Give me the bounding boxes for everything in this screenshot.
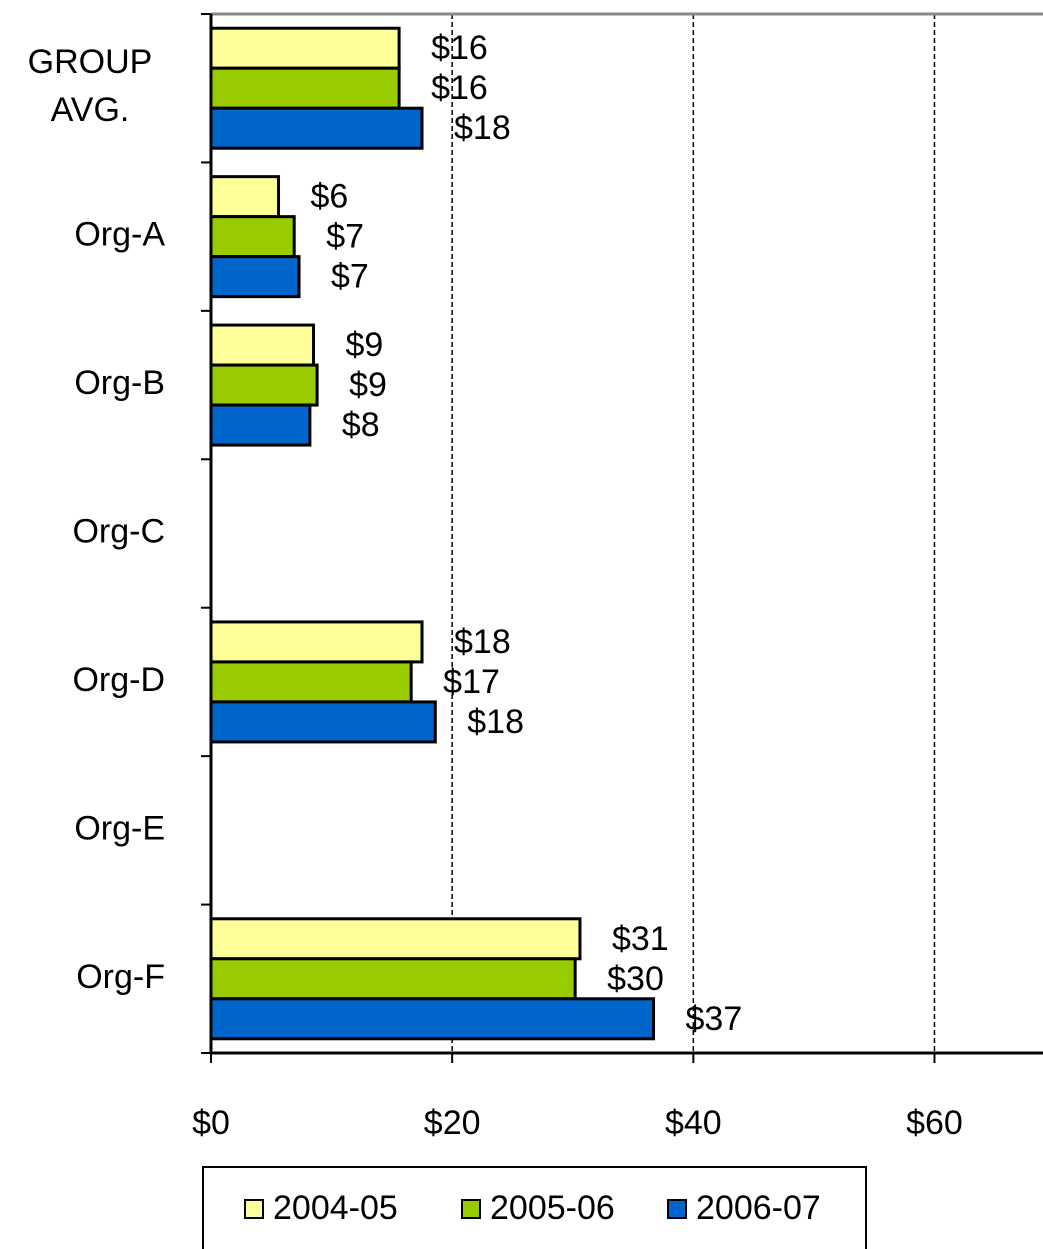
bar: [209, 917, 582, 961]
bar: [209, 175, 281, 219]
bar: [209, 215, 296, 259]
legend-swatch: [244, 1199, 264, 1219]
legend-swatch: [461, 1199, 481, 1219]
data-label: $18: [467, 703, 524, 741]
data-label: $18: [454, 109, 511, 147]
data-label: $16: [431, 29, 488, 67]
data-label: $6: [311, 178, 349, 216]
bar: [209, 997, 656, 1041]
y-tick-label: Org-A: [74, 216, 165, 254]
bar: [209, 363, 319, 407]
x-tick-label: $60: [906, 1104, 963, 1142]
data-label: $17: [443, 663, 500, 701]
data-label: $16: [431, 69, 488, 107]
data-label: $7: [326, 218, 364, 256]
legend-swatch: [667, 1199, 687, 1219]
data-label: $18: [454, 623, 511, 661]
data-label: $7: [331, 258, 369, 296]
y-tick-label: GROUP AVG.: [28, 43, 153, 129]
y-tick-label: Org-F: [76, 958, 165, 996]
data-label: $30: [607, 960, 664, 998]
bar: [209, 66, 401, 110]
data-label: $9: [345, 326, 383, 364]
bar: [209, 323, 315, 367]
legend-box: [202, 1166, 867, 1249]
y-tick-label: Org-E: [74, 809, 165, 847]
bar: [209, 660, 413, 704]
y-tick-label: Org-B: [74, 364, 165, 402]
legend-label: 2004-05: [273, 1189, 398, 1227]
data-label: $9: [349, 366, 387, 404]
x-tick-label: $0: [192, 1104, 230, 1142]
bar: [209, 957, 577, 1001]
legend-label: 2005-06: [490, 1189, 615, 1227]
legend-label: 2006-07: [696, 1189, 821, 1227]
bar: [209, 700, 437, 744]
data-label: $37: [686, 1000, 743, 1038]
x-tick-label: $40: [665, 1104, 722, 1142]
bar: [209, 620, 424, 664]
x-tick-label: $20: [424, 1104, 481, 1142]
data-label: $31: [612, 920, 669, 958]
bar: [209, 403, 312, 447]
bar: [209, 106, 424, 150]
bar: [209, 26, 401, 70]
bar: [209, 255, 301, 299]
y-tick-label: Org-D: [72, 661, 165, 699]
data-label: $8: [342, 406, 380, 444]
y-tick-label: Org-C: [72, 512, 165, 550]
